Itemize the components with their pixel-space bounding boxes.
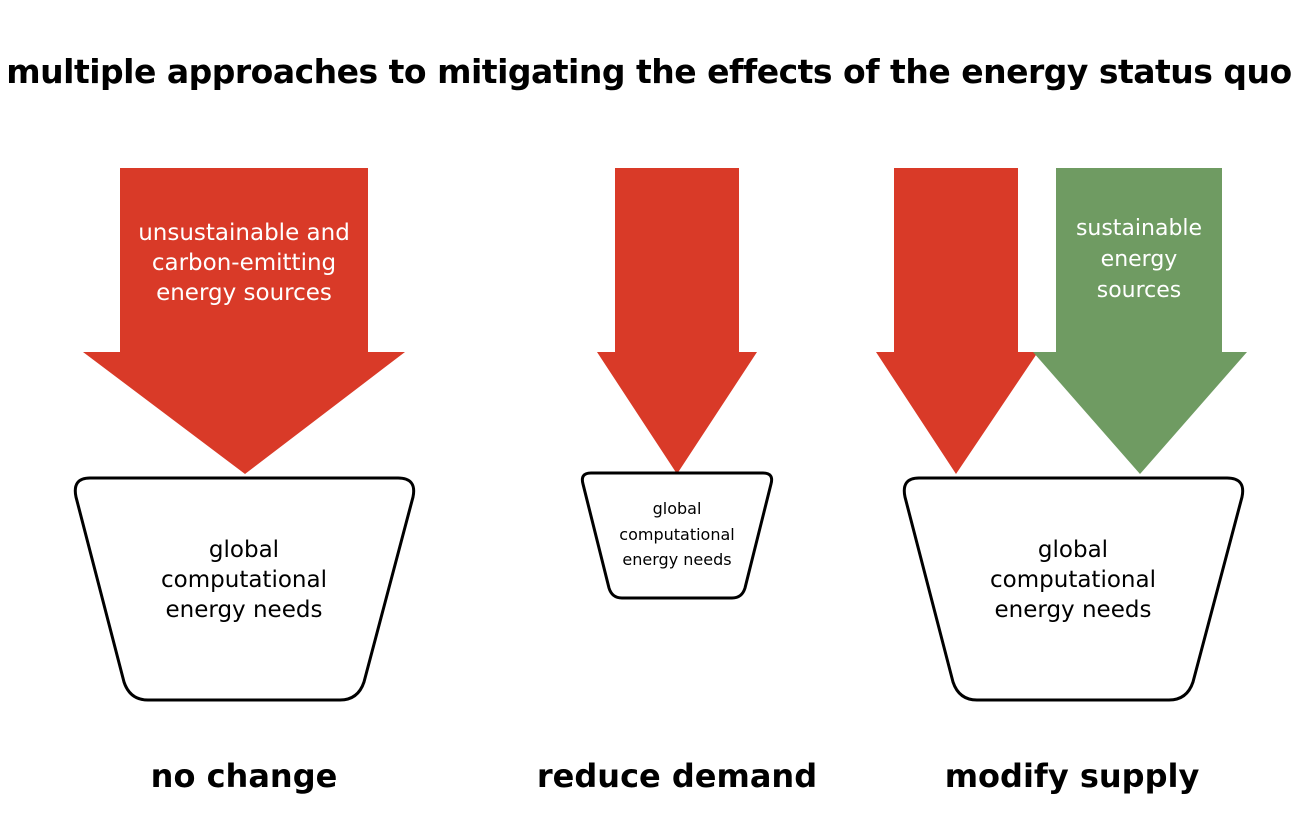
scenario-reduce-demand-graphic (580, 168, 774, 600)
scenario-modify-supply-graphic (876, 168, 1247, 702)
sustainable-arrow-label: sustainable energy sources (1056, 214, 1222, 306)
bucket-label-line: energy needs (994, 596, 1152, 623)
sustainable-energy-arrow (1033, 168, 1247, 474)
bucket-label: global computational energy needs (90, 536, 398, 626)
energy-needs-bucket (902, 476, 1245, 702)
bucket-label-line: energy needs (622, 550, 732, 570)
bucket-label-line: global (652, 499, 702, 518)
unsustainable-energy-arrow (597, 168, 757, 474)
bucket-label: global computational energy needs (919, 536, 1227, 626)
bucket-label-line: computational (990, 566, 1156, 593)
unsustainable-arrow-label: unsustainable and carbon-emitting energy… (120, 219, 368, 309)
bucket-label: global computational energy needs (591, 496, 763, 573)
bucket-label-line: computational (161, 566, 327, 593)
scenario-label-reduce-demand: reduce demand (536, 757, 818, 795)
bucket-label-line: energy needs (165, 596, 323, 623)
bucket-label-line: global (208, 537, 280, 563)
arrow-label-line: energy sources (156, 279, 332, 306)
unsustainable-energy-arrow (876, 168, 1038, 474)
scenario-label-modify-supply: modify supply (944, 757, 1200, 795)
bucket-label-line: computational (619, 524, 735, 544)
energy-needs-bucket (580, 471, 774, 600)
scenario-no-change-graphic (73, 168, 416, 702)
scenario-label-no-change: no change (150, 757, 338, 795)
arrow-label-line: sustainable (1075, 216, 1203, 241)
energy-needs-bucket (73, 476, 416, 702)
arrow-label-line: energy (1100, 246, 1178, 272)
bucket-label-line: global (1037, 537, 1109, 563)
unsustainable-energy-arrow (83, 168, 405, 474)
arrow-label-line: unsustainable and (138, 220, 350, 246)
arrow-label-line: carbon-emitting (151, 249, 337, 276)
arrow-label-line: sources (1096, 277, 1182, 303)
diagram-title: multiple approaches to mitigating the ef… (6, 52, 1292, 91)
